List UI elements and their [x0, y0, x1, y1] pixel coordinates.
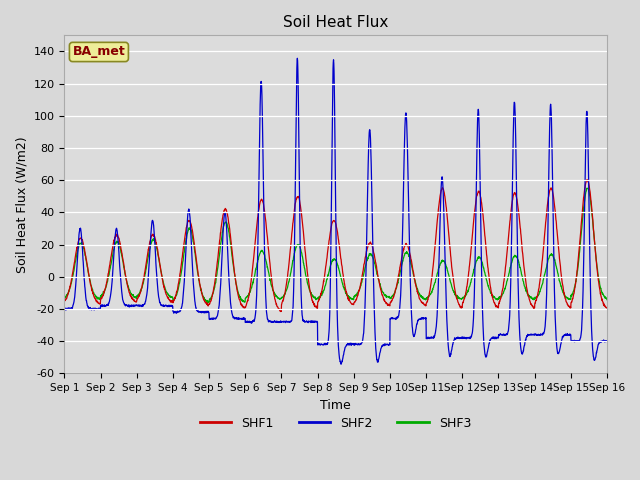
SHF1 — [493, 304, 501, 310]
SHF2 — [571, 339, 579, 345]
SHF1 — [583, 177, 591, 182]
SHF3 — [212, 278, 220, 284]
SHF1 — [61, 298, 68, 304]
SHF3 — [570, 285, 578, 291]
SHF1 — [556, 252, 563, 257]
Line: SHF1: SHF1 — [65, 180, 607, 312]
SHF1 — [364, 246, 371, 252]
Text: BA_met: BA_met — [72, 46, 125, 59]
SHF3 — [583, 185, 591, 191]
SHF3 — [603, 297, 611, 302]
SHF1 — [212, 273, 220, 278]
SHF2 — [352, 342, 360, 348]
SHF3 — [204, 300, 212, 305]
SHF1 — [603, 305, 611, 311]
SHF2 — [294, 55, 301, 61]
Y-axis label: Soil Heat Flux (W/m2): Soil Heat Flux (W/m2) — [15, 136, 28, 273]
SHF2 — [212, 316, 220, 322]
SHF3 — [351, 292, 359, 298]
SHF3 — [556, 278, 563, 284]
SHF2 — [337, 361, 345, 367]
SHF2 — [494, 335, 502, 340]
SHF3 — [493, 297, 501, 303]
SHF2 — [556, 348, 563, 354]
Title: Soil Heat Flux: Soil Heat Flux — [283, 15, 388, 30]
Legend: SHF1, SHF2, SHF3: SHF1, SHF2, SHF3 — [195, 412, 476, 435]
SHF2 — [603, 338, 611, 344]
X-axis label: Time: Time — [320, 398, 351, 412]
Line: SHF3: SHF3 — [65, 188, 607, 302]
SHF3 — [61, 296, 68, 301]
SHF1 — [570, 289, 578, 295]
Line: SHF2: SHF2 — [65, 58, 607, 364]
SHF1 — [277, 309, 285, 314]
SHF3 — [364, 257, 371, 263]
SHF2 — [61, 307, 68, 312]
SHF1 — [351, 299, 359, 304]
SHF2 — [364, 196, 371, 202]
